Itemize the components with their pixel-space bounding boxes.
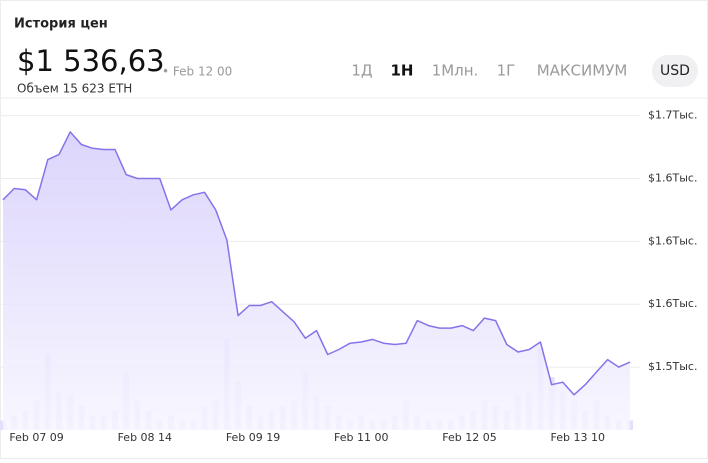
range-selector: 1Д 1Н 1Млн. 1Г МАКСИМУМ <box>351 62 627 80</box>
x-tick-label: Feb 07 09 <box>9 431 63 444</box>
x-tick-label: Feb 13 10 <box>551 431 605 444</box>
y-tick-label: $1.7Тыс. <box>648 109 697 122</box>
plot: $1.7Тыс. $1.6Тыс. $1.6Тыс. $1.6Тыс. $1.5Тыс.… <box>0 97 708 444</box>
y-tick-label: $1.5Тыс. <box>648 360 697 373</box>
currency[interactable]: USD <box>660 63 690 79</box>
y-tick-label: $1.6Тыс. <box>648 234 697 247</box>
volume-summary: Объем 15 623 ETH <box>17 82 132 96</box>
range-button[interactable]: 1Н <box>391 62 414 80</box>
price-area <box>3 131 630 430</box>
range-button[interactable]: 1Г <box>497 62 516 80</box>
y-tick-label: $1.6Тыс. <box>648 297 697 310</box>
x-tick-label: Feb 11 00 <box>334 431 388 444</box>
x-tick-label: Feb 08 14 <box>118 431 172 444</box>
x-tick-label: Feb 09 19 <box>226 431 280 444</box>
range-button[interactable]: МАКСИМУМ <box>537 62 628 80</box>
x-tick-label: Feb 12 05 <box>442 431 496 444</box>
y-tick-label: $1.6Тыс. <box>648 171 697 184</box>
price-line <box>2 131 631 396</box>
timestamp: • Feb 12 00 <box>162 65 232 79</box>
range-button[interactable]: 1Млн. <box>432 62 479 80</box>
currency-pill[interactable] <box>652 55 698 87</box>
range-button[interactable]: 1Д <box>351 62 372 80</box>
price: $1 536,63 <box>17 44 165 78</box>
widget-title: История цен <box>14 17 108 32</box>
